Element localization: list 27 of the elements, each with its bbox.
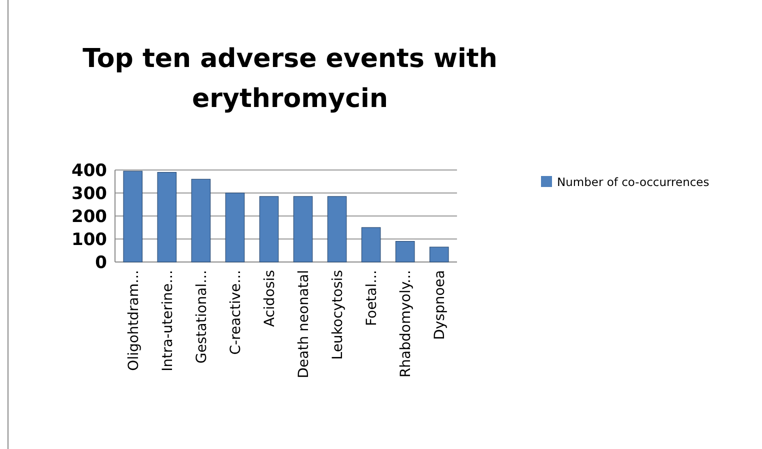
bar [259, 196, 279, 262]
y-tick-label: 0 [95, 252, 108, 273]
y-tick-label: 100 [72, 230, 108, 250]
x-tick-label: Foetal... [364, 270, 380, 326]
bar [123, 170, 143, 262]
bar [327, 196, 347, 262]
bar [293, 196, 313, 262]
chart-title: Top ten adverse events with erythromycin [82, 44, 498, 114]
legend-label: Number of co-occurrences [557, 175, 710, 190]
x-tick-label: Leukocytosis [330, 270, 346, 360]
bar [361, 227, 381, 262]
y-tick-label: 400 [72, 160, 108, 181]
x-tick-label: Intra-uterine... [160, 270, 176, 372]
y-tick-label: 200 [72, 206, 108, 227]
x-tick-label: C-reactive... [228, 270, 244, 355]
bar [395, 241, 415, 262]
bar [225, 192, 245, 262]
x-tick-label: Gestational... [194, 270, 210, 364]
x-tick-label: Acidosis [262, 270, 278, 327]
x-tick-label: Rhabdomyoly... [398, 270, 414, 378]
x-tick-label: Oligohtdram... [126, 270, 142, 371]
bar [429, 246, 449, 262]
bar [191, 178, 211, 262]
y-tick-label: 300 [72, 184, 108, 204]
x-tick-label: Dyspnoea [432, 270, 448, 340]
x-tick-label: Death neonatal [296, 270, 312, 378]
bar [157, 172, 177, 262]
